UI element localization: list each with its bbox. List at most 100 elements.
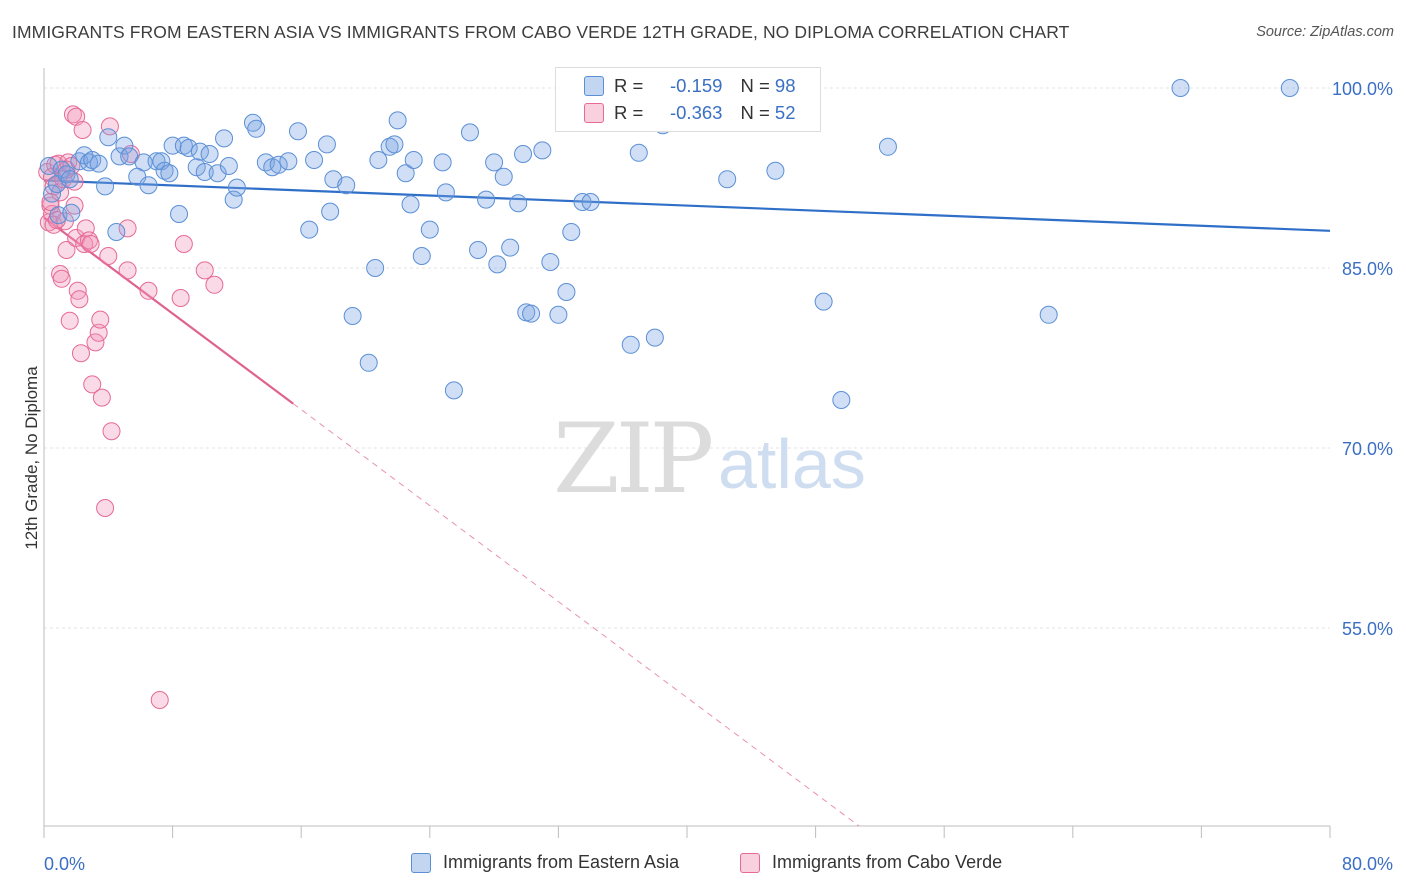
point-eastern-asia <box>247 119 266 138</box>
point-cabo-verde <box>52 269 71 288</box>
point-eastern-asia <box>99 128 118 147</box>
data-points <box>38 79 1299 709</box>
point-eastern-asia <box>96 177 115 196</box>
point-eastern-asia <box>629 143 648 162</box>
y-tick-label: 70.0% <box>1342 439 1393 459</box>
point-cabo-verde <box>81 235 100 253</box>
point-eastern-asia <box>107 223 126 241</box>
point-eastern-asia <box>401 195 420 214</box>
legend-swatch-pink <box>740 852 760 873</box>
point-eastern-asia <box>645 328 664 347</box>
n-label: N = <box>740 102 770 123</box>
point-eastern-asia <box>200 145 219 163</box>
watermark-zip: ZIP <box>553 403 712 515</box>
tick-labels: 55.0% 70.0% 85.0% 100.0% 0.0% 80.0% <box>44 79 1393 874</box>
point-eastern-asia <box>621 335 640 354</box>
point-cabo-verde <box>150 691 169 709</box>
point-cabo-verde <box>71 344 90 363</box>
point-eastern-asia <box>155 161 174 180</box>
point-eastern-asia <box>581 193 600 211</box>
point-eastern-asia <box>541 253 560 271</box>
legend: Immigrants from Eastern Asia Immigrants … <box>0 852 1406 878</box>
point-eastern-asia <box>224 190 243 209</box>
point-eastern-asia <box>444 381 463 400</box>
point-eastern-asia <box>179 139 198 157</box>
point-eastern-asia <box>385 135 404 154</box>
point-eastern-asia <box>412 247 431 265</box>
point-eastern-asia <box>89 154 108 173</box>
point-cabo-verde <box>195 261 214 280</box>
point-eastern-asia <box>305 151 324 169</box>
point-cabo-verde <box>57 160 76 179</box>
point-eastern-asia <box>62 203 81 222</box>
point-eastern-asia <box>766 161 785 180</box>
point-eastern-asia <box>337 176 356 195</box>
point-eastern-asia <box>477 190 496 209</box>
stats-row-pink: R = -0.363 N = 52 <box>614 100 795 126</box>
point-eastern-asia <box>533 141 552 160</box>
point-cabo-verde <box>70 290 89 309</box>
chart-title: IMMIGRANTS FROM EASTERN ASIA VS IMMIGRAN… <box>12 22 1070 42</box>
x-tick-label-min: 0.0% <box>44 854 85 874</box>
point-eastern-asia <box>718 170 737 189</box>
stats-row-blue: R = -0.159 N = 98 <box>614 73 795 99</box>
point-eastern-asia <box>388 111 407 130</box>
legend-label: Immigrants from Eastern Asia <box>443 852 680 872</box>
point-eastern-asia <box>139 176 158 195</box>
point-cabo-verde <box>102 422 121 441</box>
point-cabo-verde <box>171 289 190 307</box>
y-tick-label: 100.0% <box>1332 79 1393 99</box>
legend-item-eastern-asia: Immigrants from Eastern Asia <box>411 852 679 873</box>
point-eastern-asia <box>469 241 488 259</box>
point-eastern-asia <box>321 202 340 221</box>
point-eastern-asia <box>832 391 851 409</box>
point-eastern-asia <box>115 136 134 155</box>
stats-box: R = -0.159 N = 98 R = -0.363 N = 52 <box>555 67 821 132</box>
point-eastern-asia <box>60 170 79 189</box>
stats-swatch-blue <box>584 76 604 96</box>
n-value: 98 <box>774 75 796 96</box>
r-label: R = <box>614 102 644 123</box>
point-eastern-asia <box>814 292 833 311</box>
point-eastern-asia <box>1039 305 1058 324</box>
point-eastern-asia <box>243 113 262 132</box>
point-eastern-asia <box>174 136 193 155</box>
point-eastern-asia <box>485 153 504 172</box>
trend-line-cabo-verde-extension <box>292 403 860 827</box>
source-label: Source: ZipAtlas.com <box>1256 24 1394 40</box>
point-eastern-asia <box>501 238 520 257</box>
y-tick-label: 85.0% <box>1342 259 1393 279</box>
stats-swatch-pink <box>584 103 604 123</box>
point-eastern-asia <box>488 255 507 274</box>
point-eastern-asia <box>404 151 423 169</box>
point-cabo-verde <box>67 107 86 126</box>
point-eastern-asia <box>514 145 533 163</box>
point-eastern-asia <box>288 122 307 141</box>
point-eastern-asia <box>557 283 576 301</box>
y-tick-label: 55.0% <box>1342 619 1393 639</box>
point-cabo-verde <box>73 121 92 139</box>
point-cabo-verde <box>91 310 110 329</box>
legend-label: Immigrants from Cabo Verde <box>772 852 1003 872</box>
point-eastern-asia <box>80 153 99 172</box>
n-value: 52 <box>774 102 796 123</box>
point-eastern-asia <box>215 129 234 148</box>
point-eastern-asia <box>494 167 513 186</box>
point-eastern-asia <box>219 157 238 175</box>
watermark: ZIP atlas <box>553 403 866 515</box>
point-eastern-asia <box>70 152 89 171</box>
r-value: -0.363 <box>669 102 723 123</box>
point-eastern-asia <box>43 184 62 203</box>
point-eastern-asia <box>170 205 189 223</box>
point-eastern-asia <box>366 259 385 277</box>
point-eastern-asia <box>160 164 179 183</box>
point-eastern-asia <box>1171 79 1190 97</box>
point-cabo-verde <box>118 261 137 280</box>
point-eastern-asia <box>396 164 415 183</box>
point-cabo-verde <box>96 499 115 517</box>
point-eastern-asia <box>1280 79 1299 97</box>
point-eastern-asia <box>420 220 439 239</box>
point-cabo-verde <box>99 247 118 265</box>
point-cabo-verde <box>89 323 108 342</box>
